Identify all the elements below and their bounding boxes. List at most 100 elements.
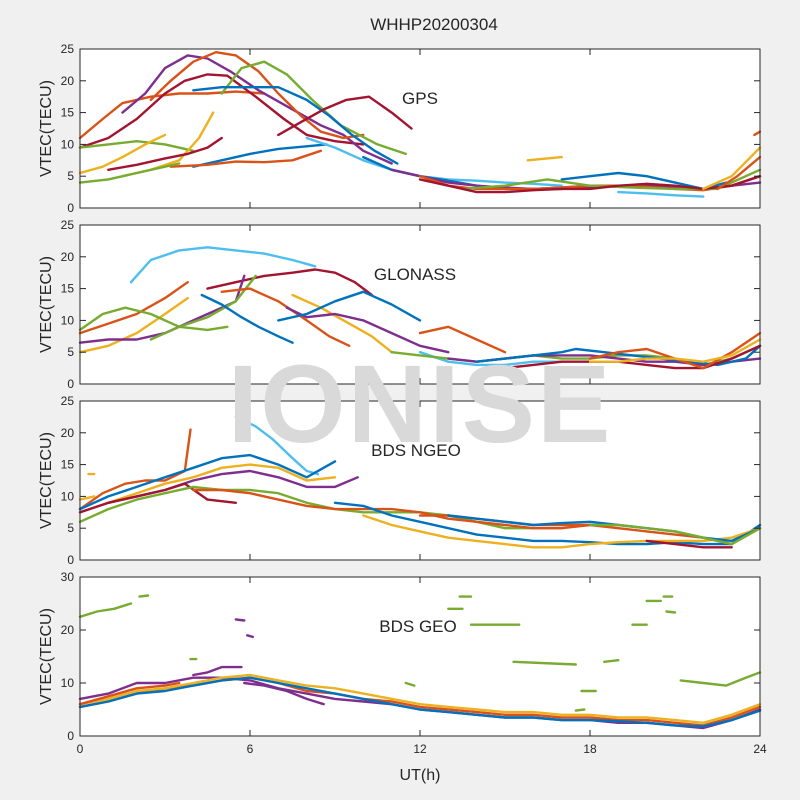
series-4-7-line <box>603 659 620 663</box>
series-2-13-line <box>418 325 507 354</box>
y-tick-label: 15 <box>61 458 75 472</box>
series-4-24-line <box>78 676 762 728</box>
series-4-20-line <box>192 665 243 677</box>
y-tick-label: 5 <box>67 521 74 535</box>
panel-label: GLONASS <box>374 265 456 284</box>
series-1-24-line <box>716 155 762 191</box>
series-3-8-line <box>192 488 592 530</box>
series-2-2-line <box>206 268 373 297</box>
series-4-25-line <box>78 681 181 706</box>
series-4-9-line <box>404 681 416 687</box>
series-2-1-line <box>129 246 317 284</box>
y-tick-label: 10 <box>61 313 75 327</box>
series-1-2-line <box>78 73 365 149</box>
series-2-10-line <box>291 293 393 354</box>
series-1-11-line <box>78 133 167 175</box>
series-1-20-line <box>526 155 563 162</box>
y-tick-label: 25 <box>61 394 75 408</box>
series-2-17-line <box>475 344 762 367</box>
panels: 0 5 10 15 20 25 VTEC(TECU) GPS 0 5 10 15 20 25 VTEC(TE… <box>38 42 767 756</box>
series-3-9-line <box>333 501 762 546</box>
series-2-18-line <box>503 344 762 370</box>
series-1-25-line <box>617 190 705 198</box>
series-3-10-line <box>362 514 762 549</box>
y-tick-label: 0 <box>67 377 74 391</box>
y-tick-label: 0 <box>67 553 74 567</box>
series-2-3-line <box>78 281 189 335</box>
y-tick-label: 15 <box>61 106 75 120</box>
series-2-8-line <box>200 293 294 344</box>
y-tick-label: 10 <box>61 137 75 151</box>
y-axis-label: VTEC(TECU) <box>38 80 55 177</box>
series-3-6-line <box>78 482 237 514</box>
series-4-23-line <box>78 673 762 724</box>
series-1-26-line <box>753 130 762 137</box>
series-2-12-line <box>277 290 422 322</box>
y-tick-label: 0 <box>67 729 74 743</box>
series-1-14-line <box>78 162 181 184</box>
series-1-10-line <box>169 149 322 168</box>
y-tick-label: 30 <box>61 570 75 584</box>
y-tick-label: 10 <box>61 676 75 690</box>
x-axis-label: UT(h) <box>400 767 441 784</box>
y-tick-label: 5 <box>67 169 74 183</box>
series-4-13-line <box>665 610 677 614</box>
series-1-13-line <box>107 136 223 171</box>
x-tick-label: 12 <box>413 742 427 756</box>
series-2-20-line <box>588 338 762 363</box>
y-tick-label: 20 <box>61 74 75 88</box>
panel-1: 0 5 10 15 20 25 VTEC(TECU) GPS <box>38 42 762 215</box>
y-tick-label: 5 <box>67 345 74 359</box>
series-4-14-line <box>679 671 762 687</box>
series-3-16-line <box>78 495 96 501</box>
traces <box>78 51 762 198</box>
panel-3: 0 5 10 15 20 25 VTEC(TECU) BDS NGEO <box>38 394 762 567</box>
x-tick-label: 0 <box>77 742 84 756</box>
series-2-7-line <box>149 274 257 341</box>
figure-title: WHHP20200304 <box>370 15 498 34</box>
watermark: IONISE <box>228 343 613 466</box>
series-1-4-line <box>149 51 365 140</box>
series-3-14-line <box>588 523 762 546</box>
series-2-14-line <box>418 351 563 367</box>
plot-area <box>80 49 760 208</box>
panel-label: GPS <box>402 89 438 108</box>
y-axis-label: VTEC(TECU) <box>38 608 55 705</box>
series-1-6-line <box>78 140 195 152</box>
y-axis-label: VTEC(TECU) <box>38 256 55 353</box>
series-1-9-line <box>192 143 328 168</box>
y-tick-label: 25 <box>61 42 75 56</box>
y-tick-label: 15 <box>61 282 75 296</box>
series-2-4-line <box>78 296 189 354</box>
traces <box>78 415 762 549</box>
panel-label: BDS NGEO <box>371 441 461 460</box>
traces <box>78 594 762 730</box>
panel-4: 0 10 20 30 0 6 12 18 24 VTEC(TECU) BDS GEO <box>38 570 767 756</box>
series-2-5-line <box>78 306 229 332</box>
series-3-13-line <box>645 539 733 549</box>
y-tick-label: 0 <box>67 201 74 215</box>
series-1-8-line <box>277 95 413 137</box>
y-tick-label: 10 <box>61 489 75 503</box>
series-3-4-line <box>107 463 337 504</box>
series-4-17-line <box>234 618 246 622</box>
series-1-23-line <box>702 146 762 191</box>
y-tick-label: 25 <box>61 218 75 232</box>
y-axis-label: VTEC(TECU) <box>38 432 55 529</box>
series-4-18-line <box>246 634 254 639</box>
x-tick-label: 6 <box>247 742 254 756</box>
x-tick-label: 24 <box>753 742 767 756</box>
series-1-7-line <box>192 86 399 165</box>
series-4-15-line <box>574 708 586 712</box>
series-2-11-line <box>285 306 450 354</box>
series-3-1-line <box>234 415 320 476</box>
series-4-1-line <box>78 602 133 618</box>
y-tick-label: 20 <box>61 250 75 264</box>
panel-2: 0 5 10 15 20 25 VTEC(TECU) GLONASS <box>38 218 762 391</box>
series-1-5-line <box>220 60 407 156</box>
y-tick-label: 20 <box>61 426 75 440</box>
series-4-2-line <box>138 594 150 598</box>
panel-label: BDS GEO <box>379 617 456 636</box>
x-tick-label: 18 <box>583 742 597 756</box>
